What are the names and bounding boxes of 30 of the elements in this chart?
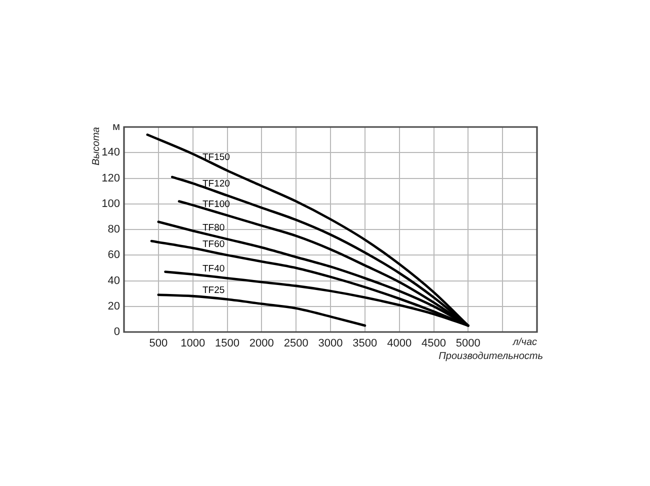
series-label: TF40 bbox=[202, 264, 225, 275]
x-tick-label: 3000 bbox=[318, 338, 343, 350]
series-label: TF80 bbox=[202, 222, 225, 234]
series-label: TF60 bbox=[202, 239, 225, 250]
x-axis-title: Производительность bbox=[438, 350, 543, 362]
x-tick-label: 3500 bbox=[352, 338, 378, 350]
y-tick-label: 120 bbox=[102, 172, 120, 184]
x-tick-label: 4500 bbox=[422, 338, 446, 350]
x-tick-label: 5000 bbox=[456, 338, 480, 350]
y-tick-label: 100 bbox=[102, 198, 120, 210]
y-tick-label: 20 bbox=[108, 300, 120, 312]
y-tick-label: 40 bbox=[108, 274, 120, 287]
series-label: TF150 bbox=[202, 152, 230, 164]
series-label: TF120 bbox=[202, 178, 230, 190]
y-tick-label: 60 bbox=[108, 249, 120, 262]
x-tick-label: 1000 bbox=[180, 338, 206, 350]
series-label: TF100 bbox=[202, 198, 230, 210]
x-tick-label: 500 bbox=[149, 338, 168, 350]
y-tick-label: м bbox=[112, 121, 120, 134]
line-series bbox=[157, 294, 366, 327]
x-tick-label: 2000 bbox=[249, 338, 274, 350]
y-tick-label: 140 bbox=[102, 146, 120, 159]
y-tick-label: 0 bbox=[114, 326, 120, 338]
x-tick-label: 4000 bbox=[387, 338, 412, 350]
text: л/час bbox=[512, 336, 537, 348]
series-label: TF25 bbox=[202, 284, 225, 296]
x-tick-label: 2500 bbox=[284, 338, 308, 350]
y-tick-label: 80 bbox=[108, 224, 120, 236]
y-axis-title: Высота bbox=[90, 126, 102, 166]
x-tick-label: 1500 bbox=[215, 338, 240, 350]
